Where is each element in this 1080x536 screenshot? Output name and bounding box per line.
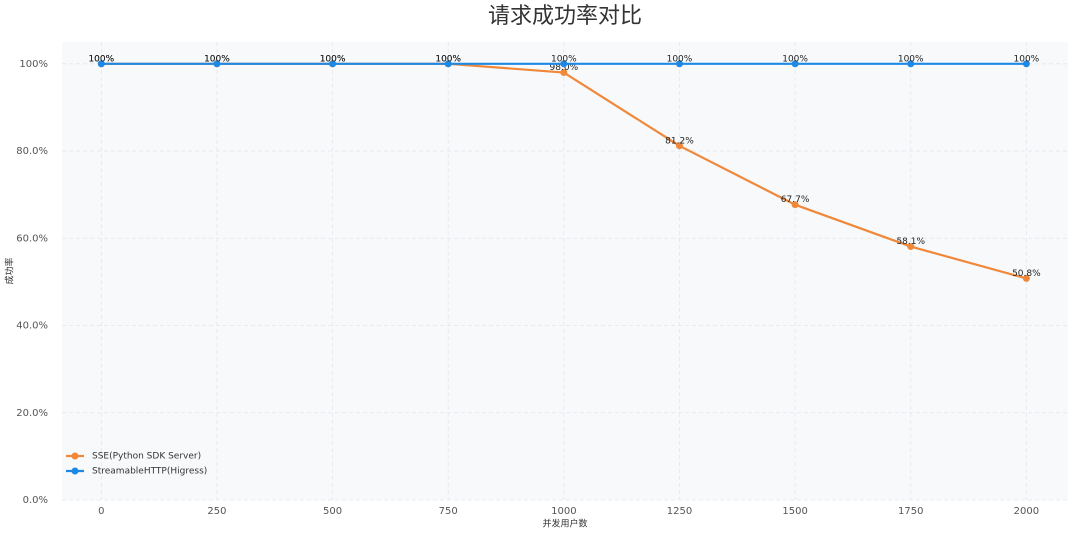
x-tick-label: 500 [323,506,342,517]
data-label: 100% [435,54,461,64]
data-label: 81.2% [665,136,694,146]
y-tick-label: 100% [19,59,48,70]
point [1022,274,1030,282]
x-tick-label: 750 [439,506,458,517]
point [444,60,452,68]
data-label: 58.1% [896,237,925,247]
x-tick-label: 1750 [898,506,923,517]
y-tick-label: 40.0% [16,321,48,332]
y-tick-label: 20.0% [16,408,48,419]
data-label: 100% [204,54,230,64]
legend-marker [71,452,79,460]
point [907,60,915,68]
point [560,69,568,77]
data-label: 100% [204,54,230,64]
point [791,201,799,209]
legend-label: StreamableHTTP(Higress) [92,467,207,477]
x-tick-label: 250 [207,506,226,517]
data-label: 100% [320,54,346,64]
point [329,60,337,68]
plot-area [62,42,1068,500]
point [1022,60,1030,68]
x-tick-label: 1250 [667,506,692,517]
chart-title: 请求成功率对比 [488,4,642,29]
data-label: 100% [782,54,808,64]
point [675,142,683,150]
data-label: 98.0% [550,63,579,73]
y-tick-label: 60.0% [16,233,48,244]
data-label: 100% [435,54,461,64]
y-tick-label: 80.0% [16,146,48,157]
point [97,60,105,68]
point [213,60,221,68]
y-tick-label: 0.0% [23,495,48,506]
x-tick-label: 1500 [782,506,807,517]
x-axis-label: 并发用户数 [542,518,587,530]
data-label: 100% [320,54,346,64]
data-label: 100% [88,54,114,64]
data-label: 100% [1014,54,1040,64]
legend-marker [71,467,79,475]
data-label: 100% [898,54,924,64]
point [675,60,683,68]
y-axis-label: 成功率 [4,257,16,284]
point [560,60,568,68]
point [907,243,915,251]
x-tick-label: 0 [98,506,104,517]
x-tick-label: 1000 [551,506,576,517]
point [791,60,799,68]
data-label: 67.7% [781,195,810,205]
data-label: 100% [88,54,114,64]
data-label: 100% [667,54,693,64]
legend-label: SSE(Python SDK Server) [92,452,201,462]
x-tick-label: 2000 [1014,506,1039,517]
data-label: 50.8% [1012,269,1041,279]
data-label: 100% [551,54,577,64]
